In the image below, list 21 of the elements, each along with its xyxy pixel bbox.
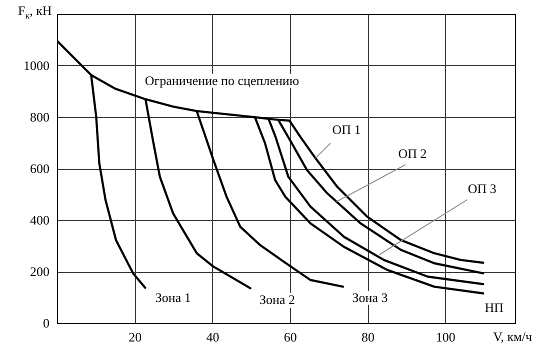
y-tick-label: 1000 [24, 58, 50, 73]
x-tick-label: 60 [284, 330, 297, 344]
annotation: ОП 2 [396, 146, 429, 161]
annotation: ОП 3 [466, 180, 498, 196]
annotation: НП [482, 300, 506, 316]
annotation: ОП 1 [330, 122, 363, 138]
y-axis-title: F$_{к}$, кН [18, 3, 52, 21]
annotation: Зона 2 [258, 292, 298, 308]
y-tick-label: 400 [30, 212, 50, 228]
y-tick-label: 200 [30, 264, 50, 279]
x-axis-title: V, км/ч [493, 329, 532, 345]
y-tick-label: 600 [30, 161, 50, 176]
annotation: Зона 3 [350, 290, 390, 305]
x-tick-label: 20 [128, 330, 142, 344]
y-tick-label: 0 [43, 316, 50, 330]
annotation: Зона 1 [153, 290, 193, 305]
x-tick-label: 40 [206, 330, 220, 344]
annotation: Ограничение по сцеплению [142, 72, 302, 88]
x-tick-label: 100 [436, 330, 456, 344]
x-tick-label: 80 [362, 330, 375, 344]
y-tick-label: 800 [30, 110, 50, 124]
